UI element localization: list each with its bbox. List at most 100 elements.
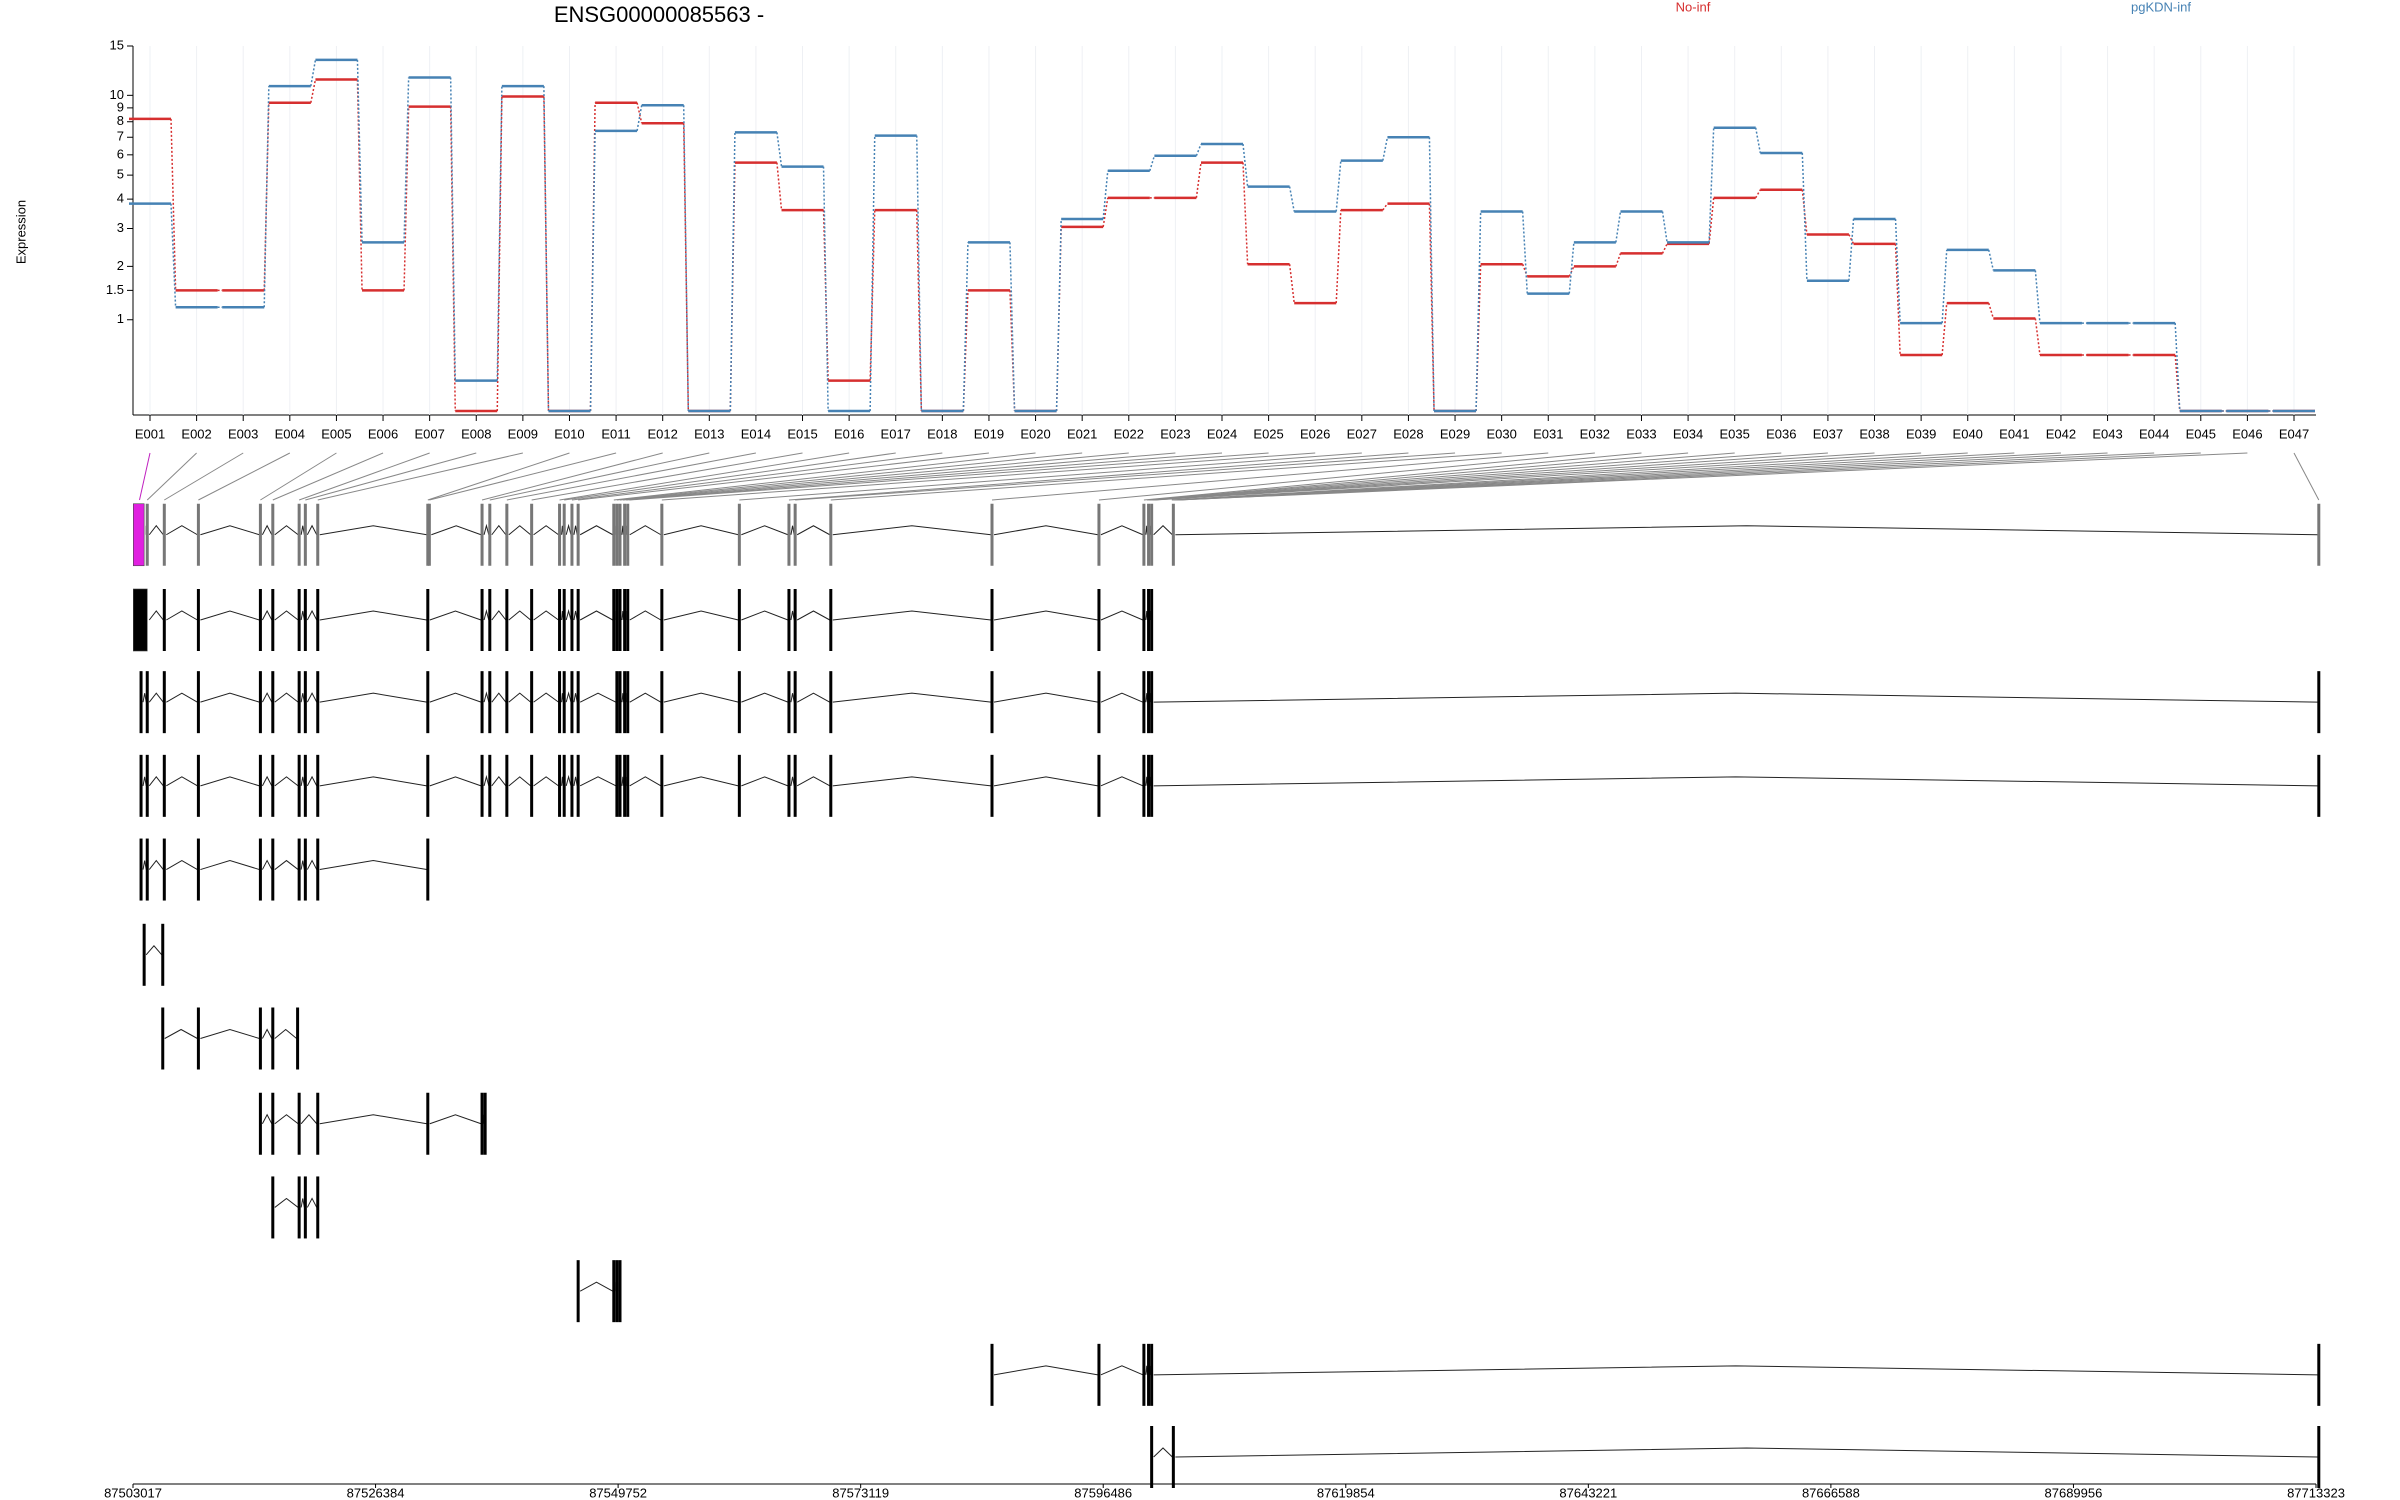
exon xyxy=(990,754,994,817)
x-tick-label: E005 xyxy=(321,426,351,441)
exon xyxy=(271,589,275,651)
exon-connector xyxy=(164,452,244,501)
intron xyxy=(431,525,482,536)
intron xyxy=(629,776,662,787)
exon xyxy=(258,1007,262,1070)
intron xyxy=(300,693,305,703)
connector xyxy=(1848,218,1855,281)
exon xyxy=(145,503,149,566)
intron xyxy=(993,776,1099,787)
intron xyxy=(796,692,831,703)
y-tick-label: 5 xyxy=(117,167,124,182)
exon-connector xyxy=(564,452,896,501)
connector xyxy=(2034,270,2041,324)
exon xyxy=(2317,754,2321,817)
connector xyxy=(496,86,503,381)
x2-tick-label: 87503017 xyxy=(104,1485,162,1500)
intron xyxy=(142,693,147,703)
connector xyxy=(1009,242,1016,412)
exon xyxy=(488,589,492,651)
x-tick-label: E022 xyxy=(1114,426,1144,441)
intron xyxy=(741,776,789,787)
intron xyxy=(142,776,147,786)
y-tick-label: 4 xyxy=(117,191,124,206)
connector xyxy=(1988,302,1995,319)
intron xyxy=(1153,692,2318,703)
exon xyxy=(488,503,492,566)
intron xyxy=(200,860,260,871)
connector xyxy=(1521,263,1528,277)
x-tick-label: E020 xyxy=(1020,426,1050,441)
intron xyxy=(533,525,559,536)
exon xyxy=(303,503,307,566)
exon xyxy=(505,671,509,734)
intron xyxy=(565,523,572,535)
exon xyxy=(271,1092,275,1155)
exon xyxy=(161,923,165,986)
intron xyxy=(579,776,617,787)
connector xyxy=(310,59,317,87)
exon-connector xyxy=(1150,452,1782,501)
connector xyxy=(1428,203,1435,412)
exon xyxy=(530,754,534,817)
exon xyxy=(530,589,534,651)
exon-connector xyxy=(1153,452,1875,501)
exon xyxy=(1142,503,1146,566)
connector xyxy=(1894,218,1901,324)
intron xyxy=(300,1198,305,1208)
exon xyxy=(2317,503,2321,566)
exon xyxy=(530,503,534,566)
intron xyxy=(993,525,1099,536)
exon xyxy=(505,503,509,566)
exon xyxy=(660,754,664,817)
intron xyxy=(429,692,482,703)
intron xyxy=(306,775,318,787)
intron xyxy=(579,610,614,621)
exon xyxy=(480,503,484,566)
y-tick-label: 9 xyxy=(117,99,124,114)
exon xyxy=(1171,1426,1175,1488)
y-tick-label: 10 xyxy=(110,87,124,102)
x-tick-label: E017 xyxy=(881,426,911,441)
intron xyxy=(483,774,490,786)
exon xyxy=(562,754,566,817)
intron xyxy=(274,1114,299,1125)
exon xyxy=(1150,671,1154,734)
x-tick-label: E038 xyxy=(1859,426,1889,441)
exon-connector xyxy=(146,452,197,501)
y-tick-label: 15 xyxy=(110,37,124,52)
exon xyxy=(139,671,143,734)
intron xyxy=(148,524,164,536)
exon xyxy=(829,754,833,817)
exon xyxy=(558,754,562,817)
connector xyxy=(1335,160,1342,212)
y-tick-label: 1 xyxy=(117,311,124,326)
intron xyxy=(166,525,198,536)
exon xyxy=(297,1092,301,1155)
x-tick-label: E046 xyxy=(2232,426,2262,441)
intron xyxy=(1153,1365,2318,1376)
intron xyxy=(993,692,1099,703)
exon xyxy=(133,503,145,567)
connector xyxy=(589,102,596,412)
exon xyxy=(615,503,619,566)
exon-connector xyxy=(623,452,1176,501)
exon xyxy=(303,671,307,734)
connector xyxy=(682,105,690,412)
exon xyxy=(162,671,166,734)
exon xyxy=(787,589,791,651)
connector xyxy=(1894,243,1901,356)
intron xyxy=(429,776,482,787)
connector xyxy=(2034,318,2041,356)
exon-connector xyxy=(616,452,1083,501)
intron xyxy=(148,859,164,870)
exon xyxy=(1150,589,1154,651)
intron xyxy=(166,859,198,870)
connector xyxy=(1335,210,1342,304)
x-tick-label: E036 xyxy=(1766,426,1796,441)
intron xyxy=(200,525,260,536)
exon xyxy=(626,503,630,566)
intron xyxy=(832,776,992,787)
exon xyxy=(623,503,627,566)
exon xyxy=(618,671,622,734)
